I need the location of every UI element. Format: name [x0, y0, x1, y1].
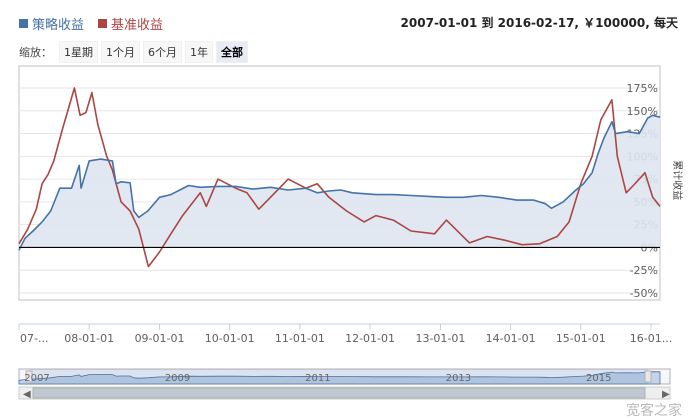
x-tick-label: 10-01-01	[205, 332, 255, 345]
navigator-year-label: 2007	[24, 373, 49, 384]
y-tick-label: -25%	[630, 264, 658, 277]
x-tick-label: 07-...	[20, 332, 48, 345]
legend-label-benchmark: 基准收益	[111, 18, 164, 33]
strategy-area	[19, 115, 660, 251]
navigator-handle-right	[644, 370, 652, 383]
legend-item-benchmark[interactable]: 基准收益	[98, 14, 163, 33]
navigator-year-label: 2011	[305, 373, 330, 384]
zoom-controls: 缩放： 1星期 1个月 6个月 1年 全部	[19, 41, 248, 63]
x-tick-label: 16-01...	[630, 332, 672, 345]
legend-swatch-benchmark	[98, 19, 108, 28]
zoom-button-all[interactable]: 全部	[216, 41, 248, 63]
y-tick-label: 175%	[627, 82, 658, 95]
legend-item-strategy[interactable]: 策略收益	[19, 14, 84, 33]
y-tick-label: 150%	[627, 105, 658, 118]
legend-label-strategy: 策略收益	[32, 18, 85, 33]
x-tick-label: 11-01-01	[275, 332, 325, 345]
y-tick-label: -50%	[630, 287, 658, 300]
x-tick-label: 14-01-01	[486, 332, 536, 345]
zoom-button-1y[interactable]: 1年	[185, 41, 213, 63]
strategy-line	[18, 114, 661, 251]
scrollbar-left-arrow-icon: ◀	[23, 389, 31, 400]
scrollbar-right-arrow-icon: ▶	[662, 389, 670, 400]
x-tick-label: 13-01-01	[415, 332, 465, 345]
legend-swatch-strategy	[19, 19, 28, 28]
navigator-year-label: 2013	[446, 373, 471, 384]
zoom-button-6m[interactable]: 6个月	[143, 41, 182, 63]
watermark: 宽客之家	[626, 403, 682, 419]
x-tick-label: 12-01-01	[345, 332, 395, 345]
scrollbar-thumb[interactable]	[32, 387, 646, 399]
y-axis-title: 累计收益	[671, 160, 684, 200]
zoom-button-1m[interactable]: 1个月	[101, 41, 140, 63]
x-tick-label: 15-01-01	[556, 332, 606, 345]
legend: 策略收益 基准收益	[19, 14, 163, 33]
x-tick-label: 08-01-01	[64, 332, 114, 345]
zoom-label: 缩放：	[19, 46, 52, 59]
zoom-button-1w[interactable]: 1星期	[59, 41, 98, 63]
navigator-series	[18, 371, 661, 385]
navigator-handle-left	[25, 370, 33, 383]
x-tick-label: 09-01-01	[135, 332, 185, 345]
navigator-mask	[30, 369, 648, 384]
date-range-info: 2007-01-01 到 2016-02-17, ￥100000, 每天	[400, 16, 678, 30]
navigator-year-label: 2009	[165, 373, 190, 384]
navigator-year-label: 2015	[586, 373, 611, 384]
